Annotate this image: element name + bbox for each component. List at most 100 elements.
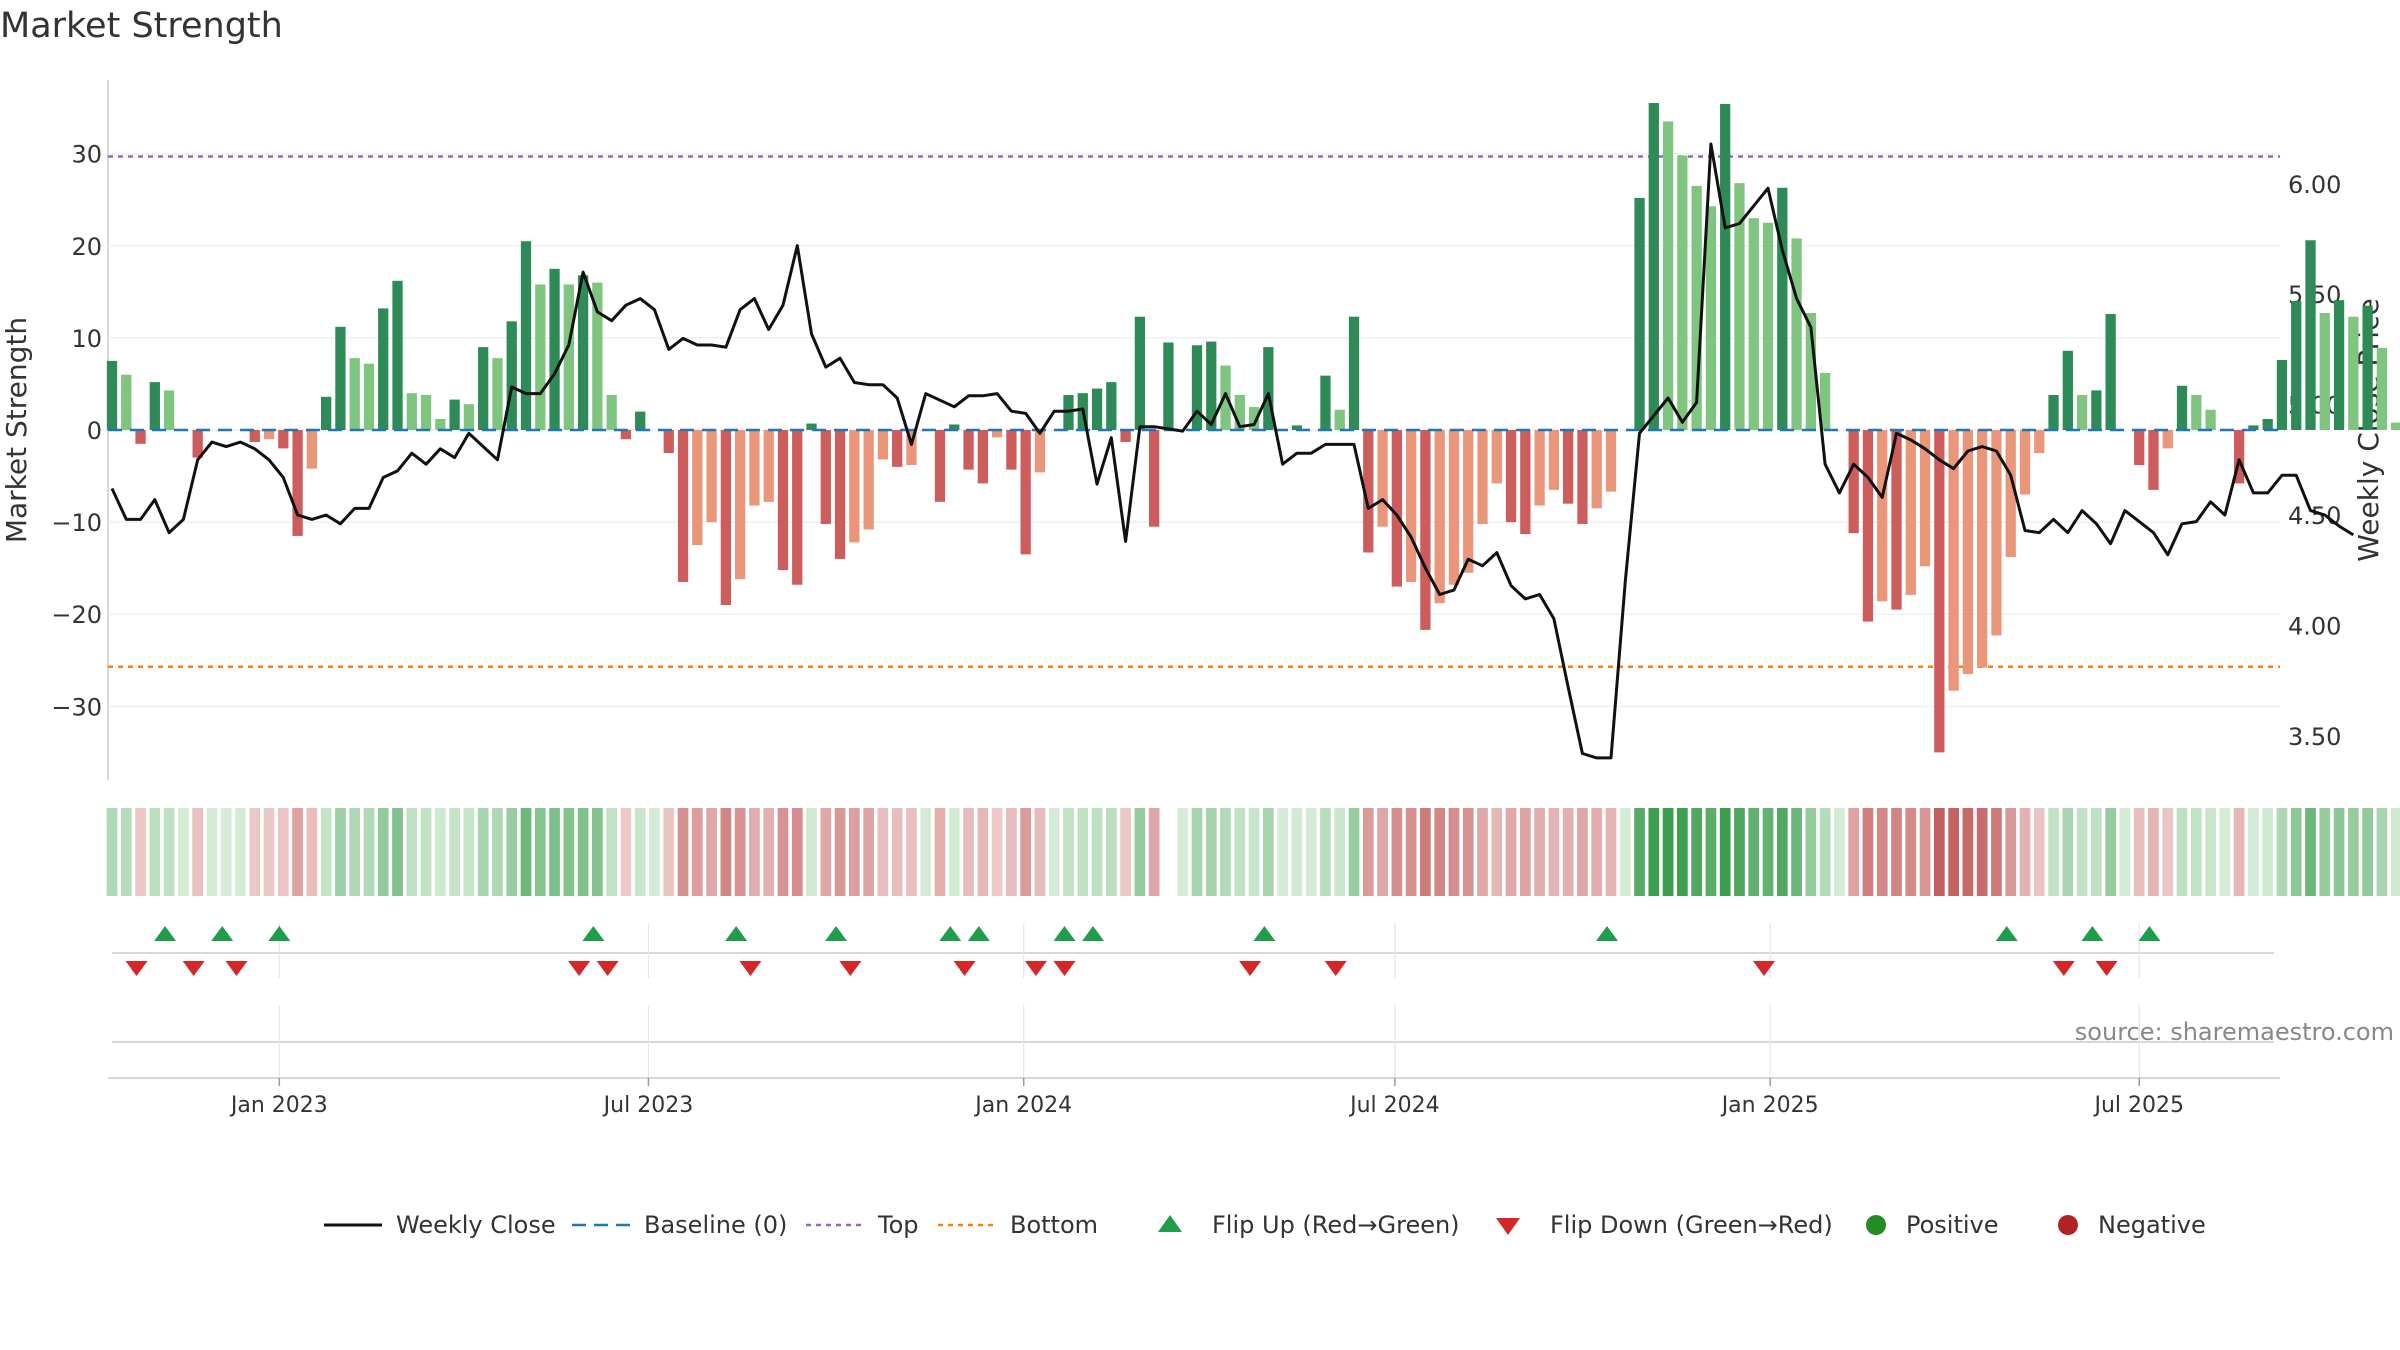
strip-cell xyxy=(1719,808,1731,896)
flip-down-marker xyxy=(1053,961,1076,976)
strip-cell xyxy=(1734,808,1745,896)
strip-cell xyxy=(1648,808,1660,896)
strength-bar xyxy=(2291,301,2302,430)
strip-cell xyxy=(2148,808,2159,896)
legend-swatch xyxy=(1496,1218,1520,1235)
strip-cell xyxy=(1348,808,1360,896)
strip-cell xyxy=(2347,808,2359,896)
flip-down-marker xyxy=(1239,961,1262,976)
strip-cell xyxy=(948,808,960,896)
strength-bar xyxy=(977,430,988,484)
strength-bar xyxy=(1520,430,1531,535)
strength-bar xyxy=(278,430,289,449)
strength-bar xyxy=(1591,430,1602,509)
strength-bar xyxy=(991,430,1003,438)
strength-bar xyxy=(635,411,646,430)
strip-cell xyxy=(1391,808,1403,896)
strength-bar xyxy=(2333,300,2345,430)
strength-bar xyxy=(1491,430,1502,484)
strength-bar xyxy=(1034,430,1046,473)
strip-cell xyxy=(806,808,817,896)
strip-cell xyxy=(2376,808,2388,896)
strength-bar xyxy=(1720,103,1731,431)
strip-cell xyxy=(1334,808,1346,896)
strip-cell xyxy=(1791,808,1802,896)
strip-cell xyxy=(406,808,418,896)
strength-bar xyxy=(1862,430,1874,622)
strip-cell xyxy=(1120,808,1131,896)
strength-bar xyxy=(2319,313,2330,430)
strength-bar xyxy=(1648,103,1659,431)
strip-cell xyxy=(877,808,889,896)
legend-label: Negative xyxy=(2098,1211,2206,1239)
strength-bar xyxy=(2048,395,2059,430)
strip-cell xyxy=(677,808,689,896)
x-tick-label: Jul 2025 xyxy=(2093,1093,2185,1118)
strip-cell xyxy=(2033,808,2045,896)
flip-up-marker xyxy=(939,926,962,941)
strip-cell xyxy=(1619,808,1631,896)
strip-cell xyxy=(363,808,375,896)
strip-cell xyxy=(1477,808,1488,896)
strip-cell xyxy=(1091,808,1103,896)
strength-bar xyxy=(1805,313,1816,430)
strip-cell xyxy=(2190,808,2202,896)
strength-bar xyxy=(963,430,974,470)
strength-bar xyxy=(2076,395,2088,430)
y-tick-label: 10 xyxy=(71,325,102,353)
strip-cell xyxy=(2091,808,2102,896)
legend-label: Positive xyxy=(1906,1211,1999,1239)
strip-cell xyxy=(763,808,775,896)
strength-bar xyxy=(1091,388,1103,430)
strip-cell xyxy=(249,808,261,896)
strip-cell xyxy=(320,808,332,896)
strip-cell xyxy=(1634,808,1645,896)
strength-bar xyxy=(1434,430,1445,604)
strength-bar xyxy=(720,430,732,605)
strip-cell xyxy=(1562,808,1574,896)
strip-cell xyxy=(2019,808,2031,896)
strip-cell xyxy=(1234,808,1246,896)
strip-cell xyxy=(1605,808,1617,896)
strength-bar xyxy=(1448,430,1460,585)
strip-cell xyxy=(1862,808,1874,896)
strip-cell xyxy=(620,808,632,896)
strip-cell xyxy=(1462,808,1474,896)
legend-item-flip_down: Flip Down (Green→Red) xyxy=(1496,1211,1833,1239)
strip-cell xyxy=(2162,808,2174,896)
strip-cell xyxy=(1577,808,1588,896)
strength-bar xyxy=(1948,430,1959,691)
strip-cell xyxy=(891,808,903,896)
strip-cell xyxy=(1762,808,1774,896)
strength-bar xyxy=(1848,430,1859,534)
strength-bar xyxy=(2019,430,2031,495)
strip-cell xyxy=(2048,808,2059,896)
strip-cell xyxy=(1277,808,1288,896)
strip-cell xyxy=(1677,808,1688,896)
legend-item-flip_up: Flip Up (Red→Green) xyxy=(1158,1211,1460,1239)
strip-cell xyxy=(1006,808,1017,896)
strength-bar xyxy=(520,241,532,430)
strength-bar xyxy=(677,430,689,582)
flip-up-marker xyxy=(825,926,848,941)
strength-bar xyxy=(363,363,375,430)
strip-cell xyxy=(649,808,660,896)
strength-bar xyxy=(877,430,889,460)
strip-cell xyxy=(335,808,346,896)
strength-bar xyxy=(163,390,175,430)
strength-bar xyxy=(1291,425,1303,430)
flip-down-marker xyxy=(225,961,248,976)
strength-bar xyxy=(735,430,746,580)
strength-bar xyxy=(2191,395,2202,430)
strip-cell xyxy=(263,808,275,896)
y-tick-label: 20 xyxy=(71,233,102,261)
strip-cell xyxy=(820,808,832,896)
strip-cell xyxy=(1876,808,1888,896)
strength-bar xyxy=(463,404,475,430)
strength-bar xyxy=(1248,406,1260,430)
strip-cell xyxy=(420,808,432,896)
strength-bar xyxy=(1734,183,1745,430)
strip-cell xyxy=(1805,808,1817,896)
flip-up-marker xyxy=(211,926,234,941)
